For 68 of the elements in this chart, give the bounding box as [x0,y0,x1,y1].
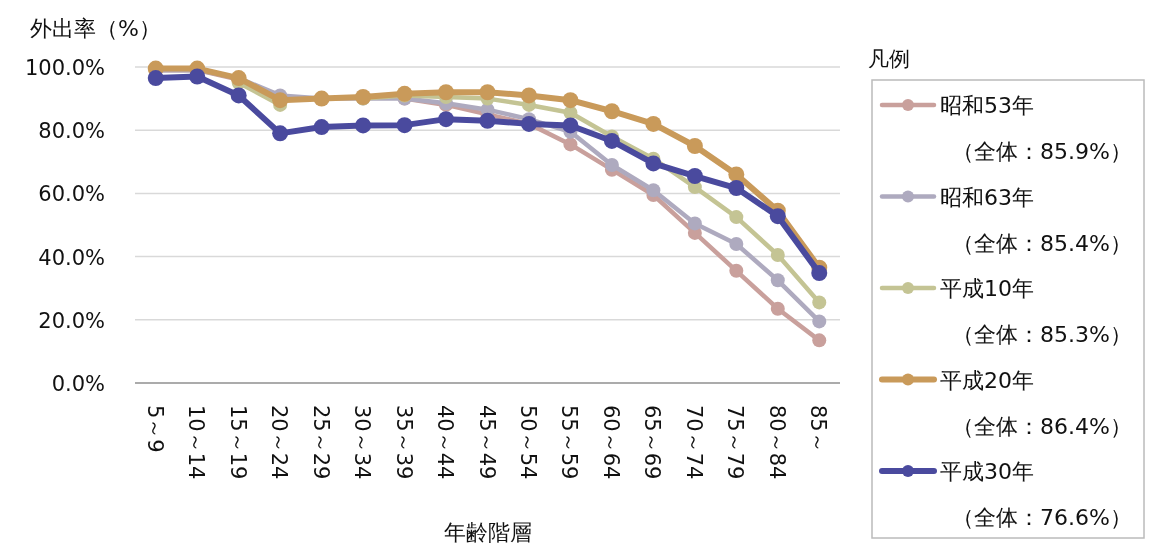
point [230,87,247,104]
legend-label: 平成30年（全体：76.6%） [940,459,1132,530]
x-tick-label: 45～49 [474,405,499,480]
point [147,70,164,87]
x-tick-label: 60～64 [598,405,623,480]
point [812,333,827,348]
x-tick-label: 55～59 [557,405,582,480]
x-tick-label: 5～9 [142,405,167,453]
x-tick-label: 20～24 [267,405,292,480]
point [728,166,745,183]
point [313,119,330,136]
point [770,248,785,263]
y-tick-label: 40.0% [38,245,105,270]
x-tick-label: 70～74 [681,405,706,480]
x-tick-label: 10～14 [184,405,209,480]
legend-title: 凡例 [868,47,910,71]
point [562,92,579,109]
y-tick-label: 60.0% [38,182,105,207]
point [604,157,619,172]
y-tick-label: 100.0% [24,56,105,80]
legend-label: 昭和53年（全体：85.9%） [940,93,1132,164]
point [812,314,827,329]
point [563,137,578,152]
point [812,295,827,310]
point [479,84,496,101]
legend-label: 昭和63年（全体：85.4%） [940,184,1132,256]
point [189,68,206,85]
point [729,263,744,278]
point [520,87,537,104]
point [355,117,372,134]
point [645,115,662,132]
x-tick-label: 85～ [806,405,831,453]
point [811,265,828,282]
point [438,111,455,128]
y-axis-title: 外出率（%） [30,16,161,41]
legend-label: 平成20年（全体：86.4%） [940,367,1132,439]
point [603,103,620,120]
y-tick-label: 0.0% [51,372,105,396]
x-tick-label: 75～79 [723,405,748,480]
legend-label: 平成10年（全体：85.3%） [940,276,1132,347]
point [272,125,289,142]
point [645,155,662,172]
point [729,236,744,251]
point [728,180,745,197]
x-axis-title: 年齢階層 [443,520,532,545]
x-tick-label: 35～39 [391,405,416,480]
point [646,183,661,198]
x-tick-label: 65～69 [640,405,665,480]
point [479,112,496,129]
point [729,210,744,225]
point [686,138,703,154]
point [562,117,579,134]
x-tick-label: 50～54 [515,405,540,480]
x-tick-label: 25～29 [308,405,333,480]
x-tick-label: 15～19 [225,405,250,480]
point [687,216,702,231]
y-tick-label: 20.0% [38,308,105,333]
point [770,273,785,288]
point [770,301,785,316]
point [438,84,455,101]
y-tick-label: 80.0% [38,119,105,144]
x-tick-label: 30～34 [350,405,375,480]
x-tick-label: 80～84 [764,405,789,480]
point [686,168,703,185]
point [603,132,620,149]
point [769,208,786,225]
point [396,117,413,134]
x-tick-label: 40～44 [433,405,458,480]
